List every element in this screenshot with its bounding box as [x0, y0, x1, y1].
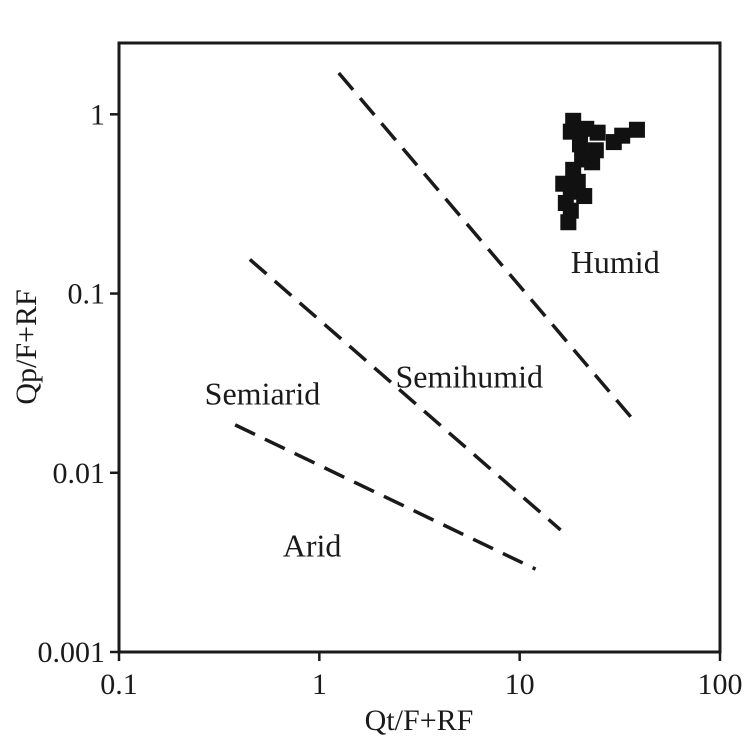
data-point	[589, 124, 606, 141]
y-axis-ticks: 0.001 0.01 0.1 1	[38, 98, 119, 669]
x-tick-label: 100	[698, 668, 743, 701]
x-tick-label: 10	[505, 668, 535, 701]
region-label-arid: Arid	[283, 528, 342, 564]
climate-boundary-line	[234, 423, 537, 571]
x-tick-label: 1	[312, 668, 327, 701]
data-point	[614, 127, 631, 144]
climate-boundary-line	[337, 71, 638, 424]
y-tick-label: 0.01	[53, 457, 106, 490]
plot-frame	[117, 41, 722, 654]
data-point	[571, 136, 588, 153]
region-label-semihumid: Semihumid	[395, 358, 543, 394]
x-axis-title: Qt/F+RF	[365, 704, 474, 737]
data-point	[628, 121, 645, 138]
data-point	[562, 123, 579, 140]
climate-boundary-line	[248, 258, 562, 532]
y-tick-label: 1	[90, 98, 105, 131]
data-points	[555, 112, 645, 231]
y-tick-label: 0.1	[68, 278, 106, 311]
region-label-humid: Humid	[571, 244, 660, 280]
x-axis-ticks: 0.1 1 10 100	[100, 652, 743, 701]
y-axis-title: Qp/F+RF	[10, 289, 43, 404]
y-tick-label: 0.001	[38, 636, 106, 669]
x-tick-label: 0.1	[100, 668, 138, 701]
region-labels: Humid Semihumid Semiarid Arid	[205, 244, 660, 564]
region-label-semiarid: Semiarid	[205, 376, 321, 412]
data-point	[560, 214, 577, 231]
data-point	[576, 188, 593, 205]
climate-boundary-lines	[234, 71, 638, 571]
